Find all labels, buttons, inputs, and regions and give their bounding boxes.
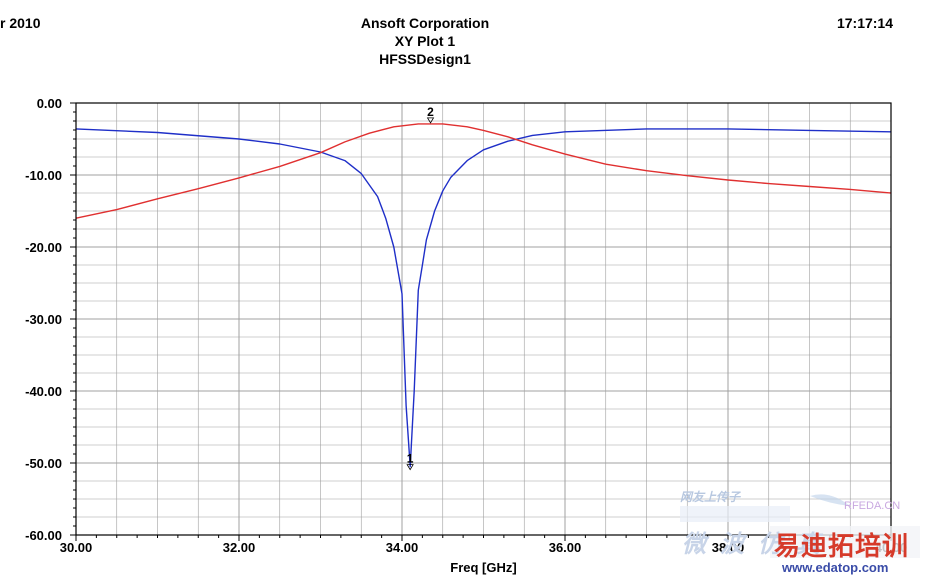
y-tick-label: -50.00 xyxy=(25,456,62,471)
y-tick-label: -20.00 xyxy=(25,240,62,255)
plot-border xyxy=(75,102,892,536)
series-line-red[interactable] xyxy=(75,123,892,219)
x-tick-label: 34.00 xyxy=(386,540,419,555)
x-axis-label: Freq [GHz] xyxy=(450,560,516,575)
grid xyxy=(76,103,891,535)
y-tick-label: -10.00 xyxy=(25,168,62,183)
y-tick-label: -40.00 xyxy=(25,384,62,399)
marker-triangle xyxy=(426,117,435,124)
y-tick-label: -60.00 xyxy=(25,528,62,543)
company-name: Ansoft Corporation xyxy=(360,15,490,31)
header-block: Ansoft Corporation XY Plot 1 HFSSDesign1 xyxy=(0,14,850,68)
x-tick-label: 40.00 xyxy=(875,540,908,555)
y-tick-label: -30.00 xyxy=(25,312,62,327)
x-tick-label: 38.00 xyxy=(712,540,745,555)
series-group xyxy=(75,123,892,468)
x-axis: 30.00 32.00 34.00 36.00 38.00 40.00 xyxy=(60,540,908,555)
header-date: r 2010 xyxy=(0,15,41,31)
marker-label[interactable]: 1 xyxy=(407,452,414,466)
marker-triangle xyxy=(406,464,414,471)
series-line-blue[interactable] xyxy=(75,128,892,468)
y-tick-label: 0.00 xyxy=(37,96,62,111)
y-axis: 0.00 -10.00 -20.00 -30.00 -40.00 -50.00 -60.00 xyxy=(25,96,62,543)
x-tick-label: 30.00 xyxy=(60,540,93,555)
design-name: HFSSDesign1 xyxy=(379,51,471,67)
marker-label[interactable]: 2 xyxy=(427,105,434,119)
markers-group: 12 xyxy=(406,105,435,471)
plot-title: XY Plot 1 xyxy=(394,33,456,49)
x-tick-label: 32.00 xyxy=(223,540,256,555)
x-tick-label: 36.00 xyxy=(549,540,582,555)
header-time: 17:17:14 xyxy=(836,15,893,31)
